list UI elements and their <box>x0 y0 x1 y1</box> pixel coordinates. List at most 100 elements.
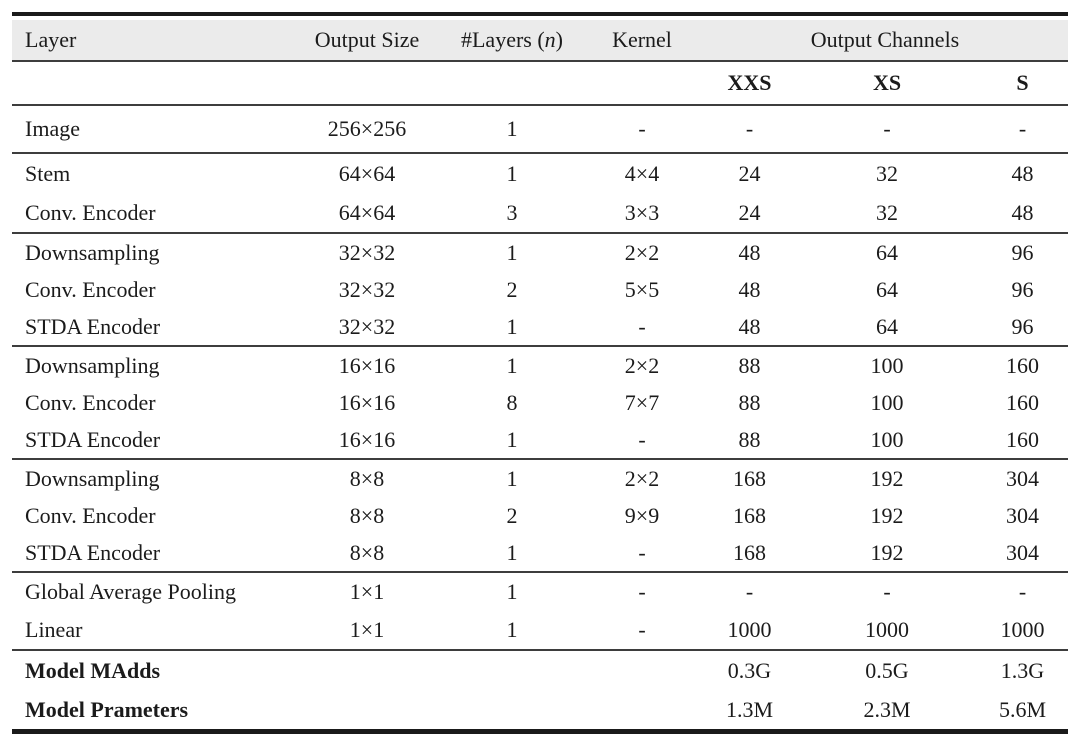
layer-name-cell: Conv. Encoder <box>25 502 156 528</box>
num-layers-cell: 8 <box>506 389 518 415</box>
xs-cell: 100 <box>870 389 904 415</box>
col-header-output-channels: Output Channels <box>702 20 1068 62</box>
xxs-cell: 168 <box>733 539 766 565</box>
s-cell: 1.3G <box>977 649 1068 690</box>
output-size-cell: 16×16 <box>338 426 396 452</box>
s-cell: 160 <box>977 345 1068 384</box>
kernel-cell: - <box>582 104 702 153</box>
xs-cell: 32 <box>797 152 977 193</box>
table-row: Conv. Encoder 64×64 3 3×3 24 32 48 <box>12 193 1068 233</box>
output-size-cell: 32×32 <box>338 313 396 339</box>
layer-name-cell: Linear <box>25 617 83 642</box>
output-size-cell: 8×8 <box>349 502 385 528</box>
xxs-cell: 1.3M <box>725 696 774 722</box>
num-layers-cell: 1 <box>442 571 582 611</box>
table-row: Global Average Pooling 1×1 1 - - - - <box>12 571 1068 611</box>
output-size-cell: 64×64 <box>338 199 396 225</box>
num-layers-cell: 2 <box>506 502 518 528</box>
kernel-cell: - <box>638 617 646 642</box>
kernel-cell: 2×2 <box>582 232 702 271</box>
footer-label-madds: Model MAdds <box>12 649 702 690</box>
xxs-cell: - <box>702 104 797 153</box>
xs-cell: 100 <box>797 345 977 384</box>
kernel-cell: 4×4 <box>582 152 702 193</box>
s-cell: 160 <box>1006 389 1039 415</box>
num-layers-cell: 1 <box>442 345 582 384</box>
col-header-layer: Layer <box>12 20 292 62</box>
kernel-cell: 2×2 <box>582 345 702 384</box>
architecture-table: Layer Output Size #Layers (n) Kernel Out… <box>12 20 1068 734</box>
num-layers-cell: 2 <box>506 276 518 302</box>
s-cell: 96 <box>1011 276 1034 302</box>
layer-name-cell: Downsampling <box>12 458 292 497</box>
xxs-cell: 1000 <box>727 617 772 642</box>
table-header: Layer Output Size #Layers (n) Kernel Out… <box>12 20 1068 105</box>
output-size-cell: 64×64 <box>292 152 442 193</box>
table-row: Downsampling 32×32 1 2×2 48 64 96 <box>12 232 1068 271</box>
output-size-cell: 256×256 <box>292 104 442 153</box>
table-row: STDA Encoder 16×16 1 - 88 100 160 <box>12 421 1068 459</box>
table-top-rule <box>12 12 1068 16</box>
num-layers-cell: 3 <box>506 199 518 225</box>
s-cell: - <box>977 104 1068 153</box>
output-size-cell: 1×1 <box>292 571 442 611</box>
table-row: STDA Encoder 8×8 1 - 168 192 304 <box>12 534 1068 572</box>
xxs-cell: 24 <box>702 152 797 193</box>
section-stage2: Downsampling 32×32 1 2×2 48 64 96 Conv. … <box>12 232 1068 346</box>
s-cell: 48 <box>1011 199 1034 225</box>
xs-cell: 1000 <box>865 617 909 642</box>
kernel-cell: 7×7 <box>624 389 660 415</box>
s-cell: - <box>977 571 1068 611</box>
xxs-cell: 88 <box>738 426 761 452</box>
num-layers-prefix: #Layers ( <box>460 27 545 52</box>
xs-cell: 100 <box>870 426 904 452</box>
table-row: STDA Encoder 32×32 1 - 48 64 96 <box>12 308 1068 346</box>
xxs-cell: 48 <box>702 232 797 271</box>
variant-header-xs: XS <box>797 61 977 105</box>
kernel-cell: 5×5 <box>624 276 660 302</box>
table-row: Model MAdds 0.3G 0.5G 1.3G <box>12 649 1068 690</box>
layer-name-cell: Conv. Encoder <box>25 199 156 225</box>
table-row: Conv. Encoder 32×32 2 5×5 48 64 96 <box>12 271 1068 308</box>
s-cell: 5.6M <box>998 696 1047 722</box>
table-row: Model Prameters 1.3M 2.3M 5.6M <box>12 690 1068 732</box>
num-layers-n: n <box>544 27 556 52</box>
footer-label-parameters: Model Prameters <box>25 696 189 722</box>
variant-header-row: XXS XS S <box>12 61 1068 105</box>
xxs-cell: 24 <box>738 199 761 225</box>
output-size-cell: 16×16 <box>338 389 396 415</box>
num-layers-cell: 1 <box>442 152 582 193</box>
num-layers-cell: 1 <box>506 313 518 339</box>
s-cell: 304 <box>1006 539 1039 565</box>
layer-name-cell: Downsampling <box>12 345 292 384</box>
table-row: Downsampling 8×8 1 2×2 168 192 304 <box>12 458 1068 497</box>
output-size-cell: 8×8 <box>349 539 385 565</box>
xxs-cell: 168 <box>702 458 797 497</box>
xxs-cell: - <box>702 571 797 611</box>
output-size-cell: 32×32 <box>292 232 442 271</box>
output-size-cell: 8×8 <box>292 458 442 497</box>
xs-cell: 192 <box>797 458 977 497</box>
num-layers-suffix: ) <box>555 27 563 52</box>
table-row: Downsampling 16×16 1 2×2 88 100 160 <box>12 345 1068 384</box>
xxs-cell: 88 <box>702 345 797 384</box>
num-layers-cell: 1 <box>506 617 518 642</box>
table-row: Stem 64×64 1 4×4 24 32 48 <box>12 152 1068 193</box>
section-stage1: Stem 64×64 1 4×4 24 32 48 Conv. Encoder … <box>12 152 1068 233</box>
layer-name-cell: Conv. Encoder <box>25 389 156 415</box>
table-row: Conv. Encoder 8×8 2 9×9 168 192 304 <box>12 497 1068 534</box>
num-layers-cell: 1 <box>442 232 582 271</box>
kernel-cell: 9×9 <box>624 502 660 528</box>
xxs-cell: 48 <box>738 276 761 302</box>
table-row: Image 256×256 1 - - - - <box>12 104 1068 153</box>
xs-cell: 32 <box>876 199 898 225</box>
xs-cell: 192 <box>870 502 904 528</box>
output-size-cell: 32×32 <box>338 276 396 302</box>
kernel-cell: - <box>582 571 702 611</box>
table-row: Linear 1×1 1 - 1000 1000 1000 <box>12 611 1068 650</box>
xs-cell: 64 <box>876 276 898 302</box>
xxs-cell: 88 <box>738 389 761 415</box>
num-layers-cell: 1 <box>506 539 518 565</box>
layer-name-cell: Stem <box>12 152 292 193</box>
